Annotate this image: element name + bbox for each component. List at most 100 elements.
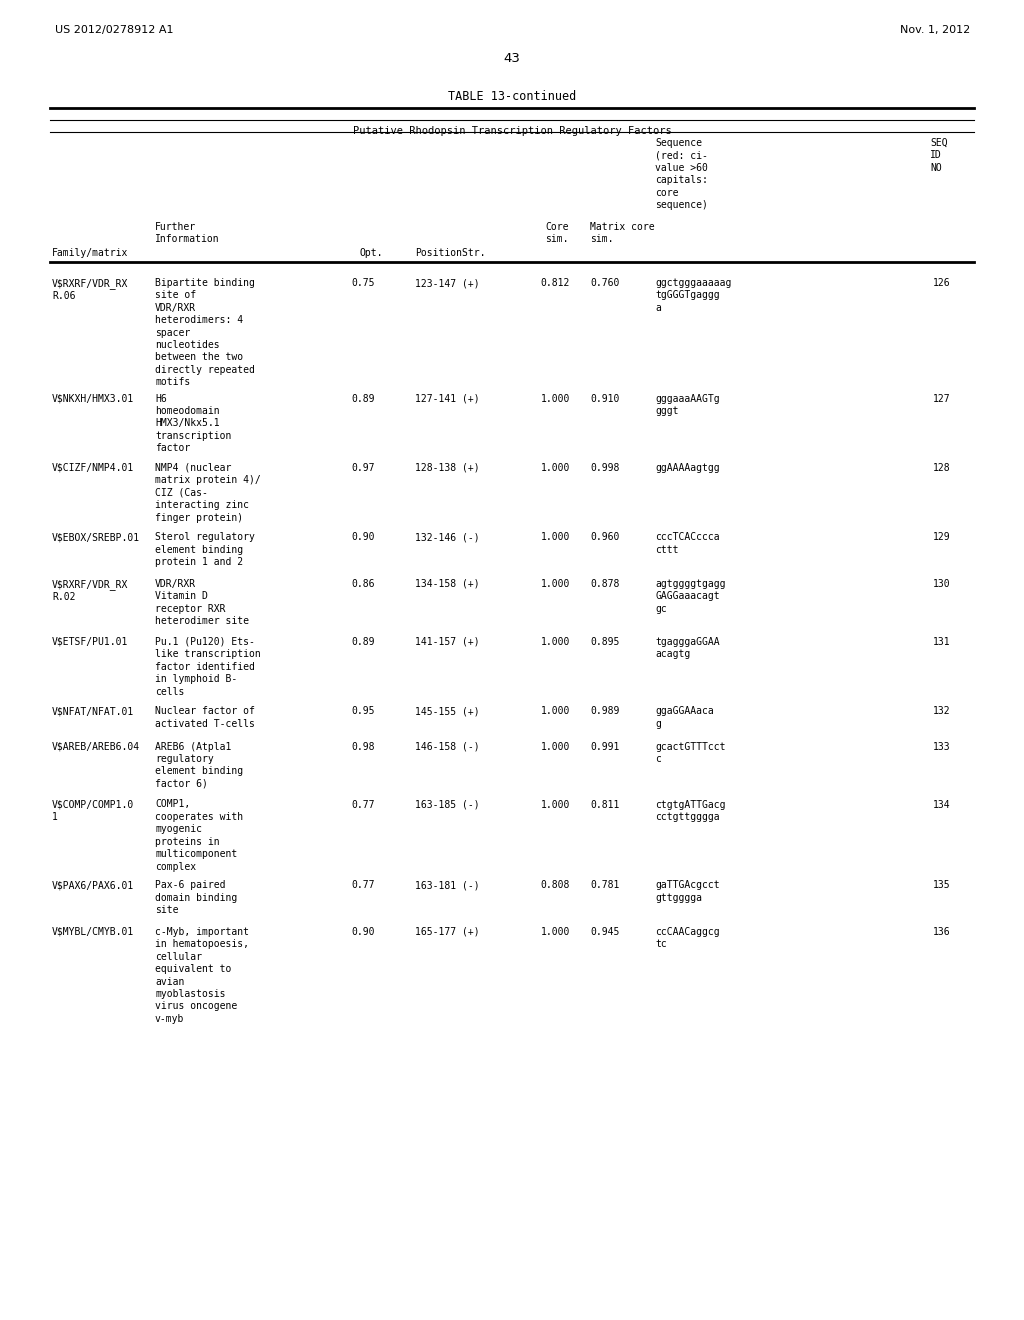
Text: 1.000: 1.000 <box>541 927 570 937</box>
Text: tgagggaGGAA
acagtg: tgagggaGGAA acagtg <box>655 638 720 660</box>
Text: PositionStr.: PositionStr. <box>415 248 485 257</box>
Text: Core
sim.: Core sim. <box>545 222 568 244</box>
Text: agtggggtgagg
GAGGaaacagt
gc: agtggggtgagg GAGGaaacagt gc <box>655 579 725 614</box>
Text: 134-158 (+): 134-158 (+) <box>415 579 479 589</box>
Text: COMP1,
cooperates with
myogenic
proteins in
multicomponent
complex: COMP1, cooperates with myogenic proteins… <box>155 800 243 871</box>
Text: 0.812: 0.812 <box>541 279 570 288</box>
Text: 0.95: 0.95 <box>351 706 375 717</box>
Text: 1.000: 1.000 <box>541 800 570 809</box>
Text: 141-157 (+): 141-157 (+) <box>415 638 479 647</box>
Text: Putative Rhodopsin Transcription Regulatory Factors: Putative Rhodopsin Transcription Regulat… <box>352 125 672 136</box>
Text: 0.998: 0.998 <box>591 463 620 473</box>
Text: 134: 134 <box>933 800 950 809</box>
Text: 0.75: 0.75 <box>351 279 375 288</box>
Text: Pax-6 paired
domain binding
site: Pax-6 paired domain binding site <box>155 880 238 915</box>
Text: Bipartite binding
site of
VDR/RXR
heterodimers: 4
spacer
nucleotides
between the: Bipartite binding site of VDR/RXR hetero… <box>155 279 255 387</box>
Text: NMP4 (nuclear
matrix protein 4)/
CIZ (Cas-
interacting zinc
finger protein): NMP4 (nuclear matrix protein 4)/ CIZ (Ca… <box>155 463 261 523</box>
Text: 0.90: 0.90 <box>351 927 375 937</box>
Text: gaTTGAcgcct
gttgggga: gaTTGAcgcct gttgggga <box>655 880 720 903</box>
Text: 145-155 (+): 145-155 (+) <box>415 706 479 717</box>
Text: 0.760: 0.760 <box>591 279 620 288</box>
Text: Matrix core
sim.: Matrix core sim. <box>590 222 654 244</box>
Text: 129: 129 <box>933 532 950 543</box>
Text: Family/matrix: Family/matrix <box>52 248 128 257</box>
Text: Nuclear factor of
activated T-cells: Nuclear factor of activated T-cells <box>155 706 255 729</box>
Text: Sequence
(red: ci-
value >60
capitals:
core
sequence): Sequence (red: ci- value >60 capitals: c… <box>655 139 708 210</box>
Text: 1.000: 1.000 <box>541 463 570 473</box>
Text: 0.89: 0.89 <box>351 393 375 404</box>
Text: 0.960: 0.960 <box>591 532 620 543</box>
Text: gggaaaAAGTg
gggt: gggaaaAAGTg gggt <box>655 393 720 416</box>
Text: V$NFAT/NFAT.01: V$NFAT/NFAT.01 <box>52 706 134 717</box>
Text: 1.000: 1.000 <box>541 532 570 543</box>
Text: 123-147 (+): 123-147 (+) <box>415 279 479 288</box>
Text: 132-146 (-): 132-146 (-) <box>415 532 479 543</box>
Text: 0.781: 0.781 <box>591 880 620 891</box>
Text: ccCAACaggcg
tc: ccCAACaggcg tc <box>655 927 720 949</box>
Text: 0.77: 0.77 <box>351 880 375 891</box>
Text: V$PAX6/PAX6.01: V$PAX6/PAX6.01 <box>52 880 134 891</box>
Text: VDR/RXR
Vitamin D
receptor RXR
heterodimer site: VDR/RXR Vitamin D receptor RXR heterodim… <box>155 579 249 626</box>
Text: 133: 133 <box>933 742 950 751</box>
Text: 1.000: 1.000 <box>541 393 570 404</box>
Text: TABLE 13-continued: TABLE 13-continued <box>447 90 577 103</box>
Text: 0.98: 0.98 <box>351 742 375 751</box>
Text: 127: 127 <box>933 393 950 404</box>
Text: 0.878: 0.878 <box>591 579 620 589</box>
Text: 132: 132 <box>933 706 950 717</box>
Text: 0.811: 0.811 <box>591 800 620 809</box>
Text: V$RXRF/VDR_RX
R.02: V$RXRF/VDR_RX R.02 <box>52 579 128 602</box>
Text: c-Myb, important
in hematopoesis,
cellular
equivalent to
avian
myoblastosis
viru: c-Myb, important in hematopoesis, cellul… <box>155 927 249 1024</box>
Text: V$EBOX/SREBP.01: V$EBOX/SREBP.01 <box>52 532 140 543</box>
Text: V$COMP/COMP1.0
1: V$COMP/COMP1.0 1 <box>52 800 134 822</box>
Text: 136: 136 <box>933 927 950 937</box>
Text: V$ETSF/PU1.01: V$ETSF/PU1.01 <box>52 638 128 647</box>
Text: ctgtgATTGacg
cctgttgggga: ctgtgATTGacg cctgttgggga <box>655 800 725 822</box>
Text: 43: 43 <box>504 51 520 65</box>
Text: 126: 126 <box>933 279 950 288</box>
Text: Nov. 1, 2012: Nov. 1, 2012 <box>900 25 970 36</box>
Text: 0.86: 0.86 <box>351 579 375 589</box>
Text: 0.89: 0.89 <box>351 638 375 647</box>
Text: 0.989: 0.989 <box>591 706 620 717</box>
Text: V$CIZF/NMP4.01: V$CIZF/NMP4.01 <box>52 463 134 473</box>
Text: 130: 130 <box>933 579 950 589</box>
Text: 0.945: 0.945 <box>591 927 620 937</box>
Text: 0.77: 0.77 <box>351 800 375 809</box>
Text: Sterol regulatory
element binding
protein 1 and 2: Sterol regulatory element binding protei… <box>155 532 255 568</box>
Text: 0.910: 0.910 <box>591 393 620 404</box>
Text: H6
homeodomain
HMX3/Nkx5.1
transcription
factor: H6 homeodomain HMX3/Nkx5.1 transcription… <box>155 393 231 453</box>
Text: V$MYBL/CMYB.01: V$MYBL/CMYB.01 <box>52 927 134 937</box>
Text: 146-158 (-): 146-158 (-) <box>415 742 479 751</box>
Text: V$AREB/AREB6.04: V$AREB/AREB6.04 <box>52 742 140 751</box>
Text: 0.991: 0.991 <box>591 742 620 751</box>
Text: Opt.: Opt. <box>360 248 384 257</box>
Text: SEQ
ID
NO: SEQ ID NO <box>930 139 947 173</box>
Text: 1.000: 1.000 <box>541 742 570 751</box>
Text: 0.97: 0.97 <box>351 463 375 473</box>
Text: 165-177 (+): 165-177 (+) <box>415 927 479 937</box>
Text: ggctgggaaaaag
tgGGGTgaggg
a: ggctgggaaaaag tgGGGTgaggg a <box>655 279 731 313</box>
Text: Pu.1 (Pu120) Ets-
like transcription
factor identified
in lymphoid B-
cells: Pu.1 (Pu120) Ets- like transcription fac… <box>155 638 261 697</box>
Text: AREB6 (Atpla1
regulatory
element binding
factor 6): AREB6 (Atpla1 regulatory element binding… <box>155 742 243 789</box>
Text: 1.000: 1.000 <box>541 638 570 647</box>
Text: 163-181 (-): 163-181 (-) <box>415 880 479 891</box>
Text: 128-138 (+): 128-138 (+) <box>415 463 479 473</box>
Text: 163-185 (-): 163-185 (-) <box>415 800 479 809</box>
Text: 1.000: 1.000 <box>541 579 570 589</box>
Text: 1.000: 1.000 <box>541 706 570 717</box>
Text: 0.895: 0.895 <box>591 638 620 647</box>
Text: US 2012/0278912 A1: US 2012/0278912 A1 <box>55 25 173 36</box>
Text: 131: 131 <box>933 638 950 647</box>
Text: Further
Information: Further Information <box>155 222 219 244</box>
Text: 0.808: 0.808 <box>541 880 570 891</box>
Text: V$NKXH/HMX3.01: V$NKXH/HMX3.01 <box>52 393 134 404</box>
Text: 128: 128 <box>933 463 950 473</box>
Text: ggaGGAAaca
g: ggaGGAAaca g <box>655 706 714 729</box>
Text: ggAAAAagtgg: ggAAAAagtgg <box>655 463 720 473</box>
Text: gcactGTTTcct
c: gcactGTTTcct c <box>655 742 725 764</box>
Text: 127-141 (+): 127-141 (+) <box>415 393 479 404</box>
Text: 135: 135 <box>933 880 950 891</box>
Text: V$RXRF/VDR_RX
R.06: V$RXRF/VDR_RX R.06 <box>52 279 128 301</box>
Text: cccTCACccca
cttt: cccTCACccca cttt <box>655 532 720 554</box>
